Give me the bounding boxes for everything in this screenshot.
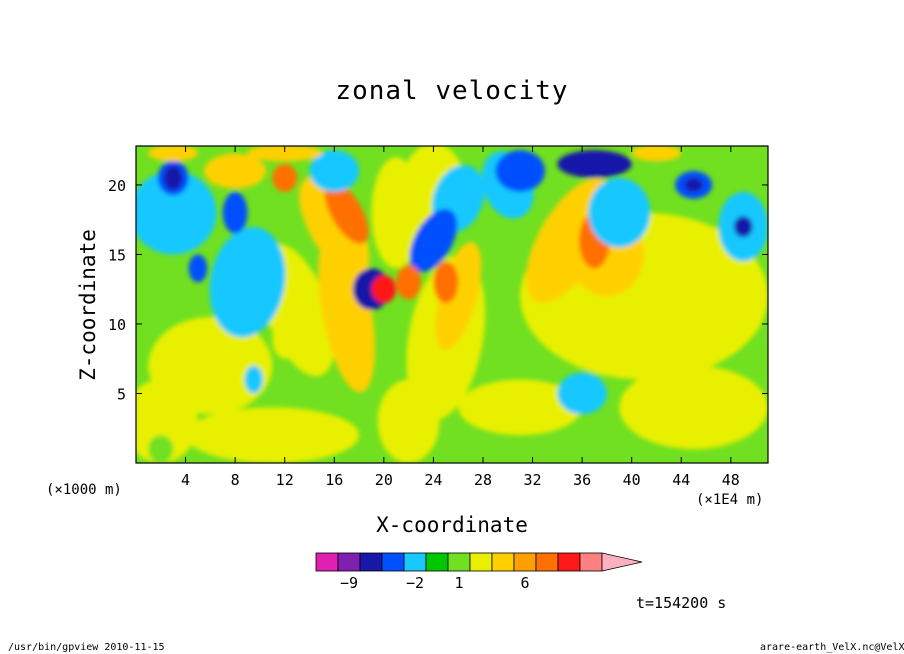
contour-region <box>163 165 183 191</box>
colorbar-swatch <box>513 552 537 572</box>
x-unit-left: (×1000 m) <box>46 482 122 498</box>
y-tick-label: 15 <box>108 246 126 264</box>
contour-region <box>409 209 458 273</box>
contour-region <box>433 261 459 304</box>
footer-left: /usr/bin/gpview 2010-11-15 <box>8 642 165 653</box>
x-tick-label: 40 <box>623 471 641 489</box>
x-tick-label: 16 <box>325 471 343 489</box>
colorbar-swatch <box>359 552 383 572</box>
x-tick-label: 12 <box>276 471 294 489</box>
colorbar-swatch <box>557 552 581 572</box>
chart-title: zonal velocity <box>335 76 569 106</box>
colorbar: −9 −2 1 6 <box>315 552 643 592</box>
colorbar-tick-label: 6 <box>520 574 529 592</box>
x-tick-label: 4 <box>181 471 190 489</box>
y-axis-ticks: 5 10 15 20 <box>108 177 768 403</box>
contour-region <box>136 171 217 255</box>
contour-field <box>136 146 768 463</box>
time-label: t=154200 s <box>636 594 727 612</box>
contour-region <box>435 242 482 351</box>
contour-region <box>495 150 545 192</box>
contour-region <box>684 177 703 192</box>
contour-region <box>204 153 267 189</box>
contour-region <box>188 254 208 283</box>
x-tick-label: 24 <box>424 471 442 489</box>
x-axis-ticks: 4 8 12 16 20 24 28 32 36 40 44 48 <box>181 146 740 489</box>
colorbar-swatch <box>425 552 449 572</box>
contour-region <box>557 372 607 415</box>
contour-region <box>185 407 360 463</box>
contour-region <box>148 435 174 463</box>
x-axis-label: X-coordinate <box>376 513 528 537</box>
colorbar-swatch <box>469 552 493 572</box>
colorbar-swatch <box>579 552 603 572</box>
y-axis-label: Z-coordinate <box>76 229 100 381</box>
x-tick-label: 36 <box>573 471 591 489</box>
contour-region <box>557 150 632 178</box>
contour-region <box>458 379 583 436</box>
colorbar-swatch <box>337 552 361 572</box>
contour-region <box>299 176 370 277</box>
y-tick-label: 5 <box>117 385 126 403</box>
contour-region <box>148 146 198 162</box>
contour-region <box>247 146 322 162</box>
colorbar-swatch <box>381 552 405 572</box>
contour-region <box>631 146 682 162</box>
x-tick-label: 44 <box>672 471 690 489</box>
contour-region <box>209 227 286 338</box>
contour-region <box>222 191 248 234</box>
plot-frame <box>135 145 769 464</box>
contour-region <box>733 216 753 238</box>
colorbar-swatch <box>535 552 559 572</box>
contour-region <box>371 157 422 269</box>
x-tick-label: 8 <box>231 471 240 489</box>
contour-region <box>309 150 360 192</box>
colorbar-swatch <box>447 552 471 572</box>
x-tick-label: 28 <box>474 471 492 489</box>
colorbar-swatch <box>491 552 515 572</box>
contour-region <box>377 379 440 463</box>
y-tick-label: 20 <box>108 177 126 195</box>
contour-region <box>272 317 298 359</box>
contour-region <box>244 365 264 394</box>
colorbar-extend-arrow <box>601 552 643 572</box>
x-tick-label: 20 <box>375 471 393 489</box>
contour-region <box>619 365 768 450</box>
contour-region <box>324 181 369 244</box>
y-tick-label: 10 <box>108 316 126 334</box>
contour-region <box>272 164 298 192</box>
contour-blobs <box>136 146 768 463</box>
colorbar-tick-label: −9 <box>340 574 358 592</box>
contour-region <box>396 264 422 300</box>
x-tick-label: 32 <box>524 471 542 489</box>
contour-region <box>588 177 651 248</box>
footer-right: arare-earth_VelX.nc@VelX <box>760 642 904 653</box>
contour-region <box>371 275 397 304</box>
colorbar-swatch <box>315 552 339 572</box>
x-unit-right: (×1E4 m) <box>696 492 764 508</box>
colorbar-tick-label: 1 <box>454 574 463 592</box>
x-tick-label: 48 <box>722 471 740 489</box>
colorbar-swatch <box>403 552 427 572</box>
colorbar-tick-label: −2 <box>406 574 424 592</box>
